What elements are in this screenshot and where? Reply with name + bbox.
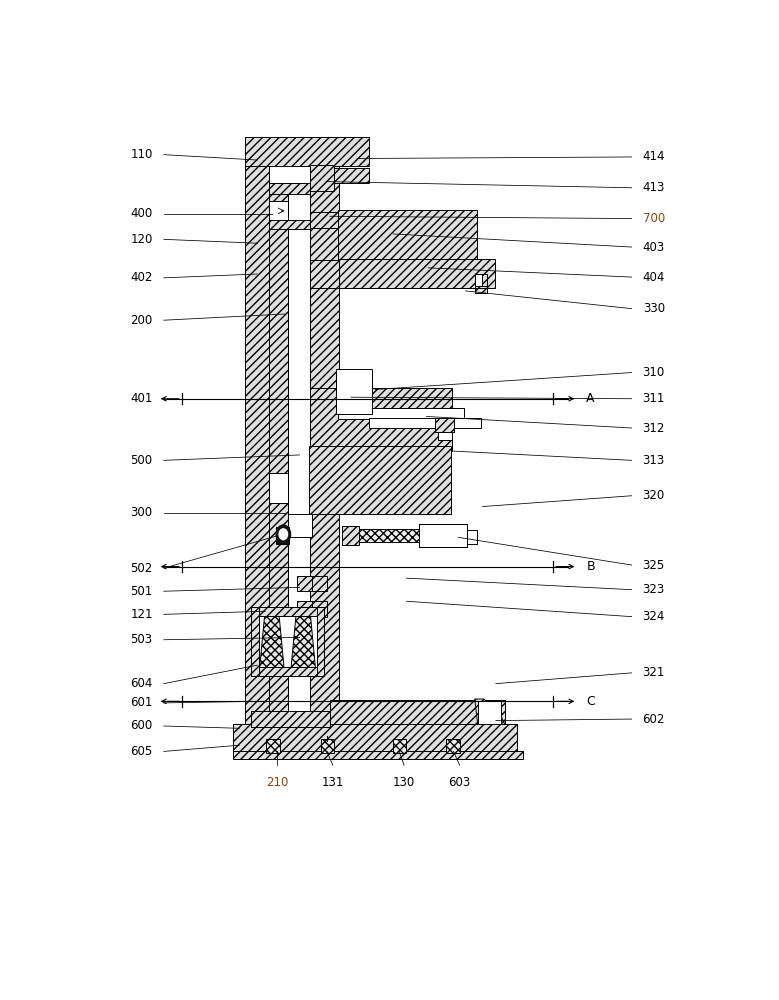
Bar	[308, 446, 450, 514]
Bar	[369, 418, 481, 428]
Polygon shape	[259, 609, 284, 673]
Text: 210: 210	[266, 776, 288, 789]
Bar	[287, 157, 311, 742]
Bar	[252, 607, 259, 676]
Circle shape	[276, 525, 291, 544]
Polygon shape	[291, 609, 316, 673]
Text: 501: 501	[131, 585, 153, 598]
Bar	[419, 524, 467, 547]
Bar	[233, 724, 517, 755]
Text: 121: 121	[131, 608, 153, 621]
Bar	[337, 408, 464, 419]
Text: B: B	[587, 560, 595, 573]
Text: 503: 503	[131, 633, 153, 646]
Text: 131: 131	[322, 776, 344, 789]
Bar	[478, 701, 501, 724]
Text: 120: 120	[131, 233, 153, 246]
Text: 325: 325	[643, 559, 664, 572]
Text: 300: 300	[131, 506, 153, 519]
Text: 330: 330	[643, 302, 664, 315]
Bar	[342, 526, 359, 545]
Text: 110: 110	[131, 148, 153, 161]
Bar	[276, 527, 289, 544]
Bar	[270, 201, 287, 220]
Text: 502: 502	[131, 562, 153, 575]
Bar	[252, 711, 330, 727]
Text: 414: 414	[643, 150, 664, 163]
Text: C: C	[587, 695, 595, 708]
Circle shape	[279, 529, 287, 540]
Bar	[252, 607, 324, 616]
Bar	[310, 157, 339, 742]
Text: 700: 700	[643, 212, 664, 225]
Text: 603: 603	[449, 776, 471, 789]
Text: 401: 401	[131, 392, 153, 405]
Bar	[337, 214, 348, 226]
Bar	[337, 210, 477, 260]
Bar	[310, 212, 339, 228]
Text: A: A	[587, 392, 595, 405]
Bar	[270, 166, 311, 183]
Bar	[337, 259, 495, 288]
Text: 130: 130	[393, 776, 415, 789]
Bar	[270, 220, 311, 229]
Bar	[310, 260, 339, 288]
Text: 200: 200	[131, 314, 153, 327]
Bar	[312, 576, 326, 591]
Bar	[287, 514, 312, 537]
Text: 601: 601	[131, 696, 153, 709]
Text: 323: 323	[643, 583, 664, 596]
Text: 605: 605	[131, 745, 153, 758]
Text: 500: 500	[131, 454, 153, 467]
Bar	[310, 165, 334, 191]
Text: 320: 320	[643, 489, 664, 502]
Text: 312: 312	[643, 422, 664, 434]
Text: 311: 311	[643, 392, 664, 405]
Text: 321: 321	[643, 666, 664, 679]
Bar	[316, 607, 324, 676]
Bar	[321, 739, 334, 753]
Text: 600: 600	[131, 719, 153, 732]
Bar	[330, 700, 505, 724]
Bar	[435, 418, 453, 432]
Text: 404: 404	[643, 271, 664, 284]
Bar	[446, 739, 460, 753]
Bar	[233, 751, 523, 759]
Bar	[312, 601, 326, 617]
Bar	[467, 530, 477, 544]
Bar	[252, 607, 324, 676]
Text: 400: 400	[131, 207, 153, 220]
Bar	[439, 426, 453, 440]
Text: 402: 402	[131, 271, 153, 284]
Bar	[266, 739, 280, 753]
Bar	[333, 168, 369, 183]
Bar	[336, 369, 372, 414]
Polygon shape	[474, 699, 505, 724]
Bar	[393, 739, 407, 753]
Text: 602: 602	[643, 713, 664, 726]
Bar	[474, 286, 487, 293]
Text: 324: 324	[643, 610, 664, 623]
Bar	[245, 157, 270, 742]
Text: 413: 413	[643, 181, 664, 194]
Text: 313: 313	[643, 454, 664, 467]
Text: 604: 604	[131, 677, 153, 690]
Bar	[270, 473, 287, 503]
Bar	[270, 183, 311, 194]
Bar	[336, 370, 371, 413]
Bar	[474, 274, 482, 288]
Bar	[297, 576, 312, 591]
Bar	[252, 667, 324, 676]
Bar	[270, 157, 287, 742]
Text: 310: 310	[643, 366, 664, 379]
Bar	[297, 601, 312, 617]
Text: 403: 403	[643, 241, 664, 254]
Bar	[359, 529, 419, 542]
Bar	[245, 137, 369, 166]
Bar	[310, 388, 452, 451]
